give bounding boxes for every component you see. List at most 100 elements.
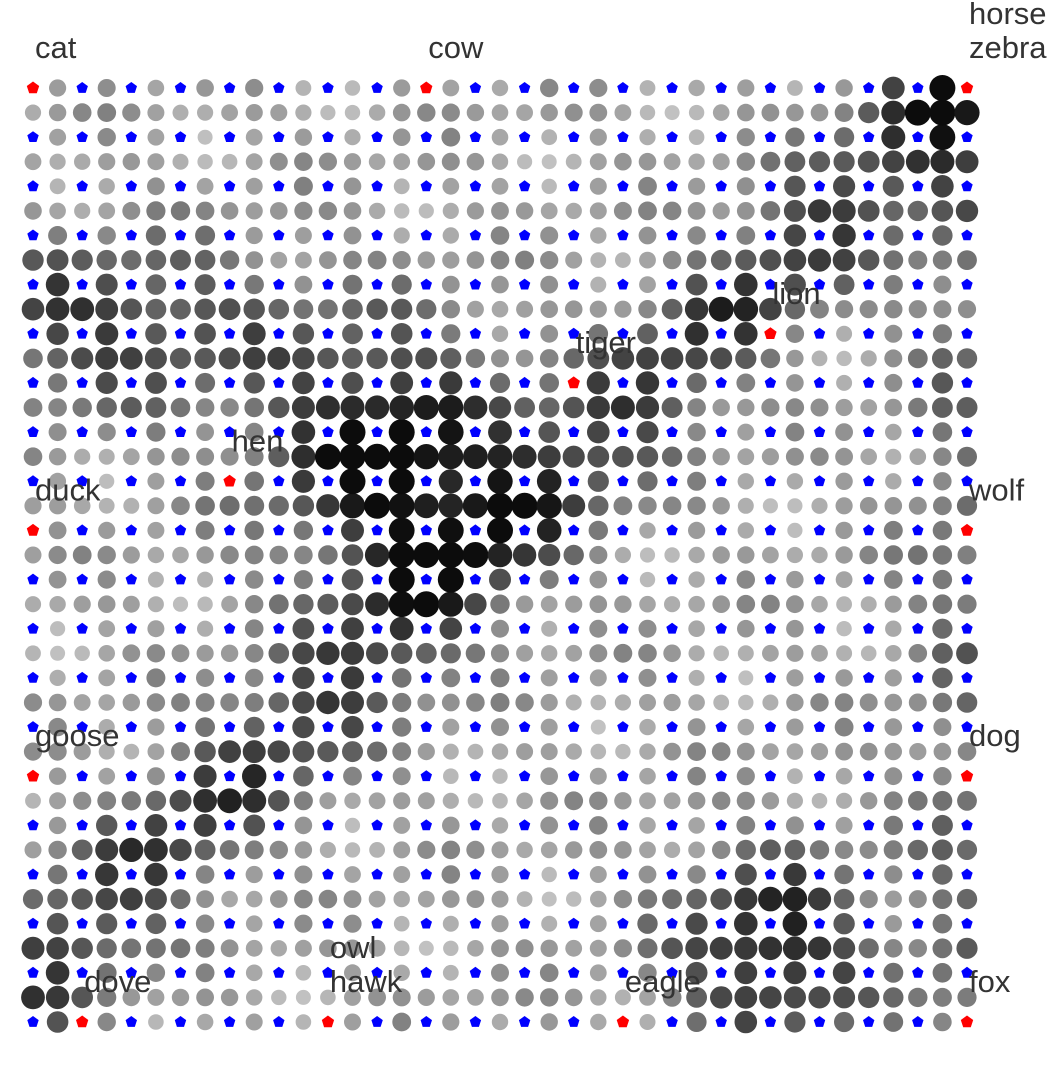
lattice-marker: [961, 671, 973, 683]
u-matrix-cell: [437, 542, 464, 568]
u-matrix-cell: [783, 273, 806, 296]
node-label-cat: cat: [35, 30, 77, 65]
u-matrix-cell: [907, 545, 928, 565]
lattice-marker: [76, 475, 88, 487]
u-matrix-cell: [439, 617, 463, 640]
u-matrix-cell: [956, 495, 978, 516]
u-matrix-cell: [933, 742, 952, 761]
lattice-marker: [322, 524, 334, 536]
u-matrix-cell: [540, 669, 558, 687]
u-matrix-cell: [293, 176, 313, 196]
lattice-marker: [715, 376, 727, 388]
u-matrix-cell: [269, 152, 288, 171]
lattice-marker: [666, 622, 678, 634]
u-matrix-cell: [490, 668, 510, 688]
u-matrix-cell: [638, 152, 657, 171]
u-matrix-cell: [957, 545, 977, 565]
lattice-marker: [322, 82, 334, 93]
lattice-marker: [813, 622, 826, 634]
u-matrix-cell: [688, 571, 705, 588]
lattice-marker: [125, 131, 137, 142]
u-matrix-cell: [589, 595, 608, 613]
lattice-marker: [223, 524, 236, 536]
lattice-marker: [125, 573, 137, 585]
u-matrix-cell: [491, 865, 509, 884]
u-matrix-cell: [636, 347, 659, 370]
u-matrix-cell: [441, 668, 461, 688]
lattice-marker: [617, 426, 629, 437]
lattice-marker: [666, 770, 678, 782]
u-matrix-cell: [810, 743, 829, 761]
u-matrix-cell: [638, 226, 657, 245]
u-matrix-cell: [319, 939, 337, 958]
u-matrix-cell: [97, 545, 116, 565]
lattice-marker: [223, 327, 236, 339]
u-matrix-cell: [413, 591, 440, 618]
lattice-marker: [961, 573, 973, 585]
u-matrix-cell: [710, 249, 732, 271]
u-matrix-cell: [98, 620, 116, 638]
u-matrix-cell: [884, 373, 903, 392]
lattice-marker: [912, 1016, 924, 1027]
lattice-marker: [76, 671, 88, 683]
lattice-marker: [961, 819, 973, 831]
u-matrix-cell: [146, 693, 166, 712]
lattice-marker: [371, 327, 383, 339]
u-matrix-cell: [761, 448, 780, 466]
u-matrix-cell: [785, 422, 805, 442]
u-matrix-cell: [956, 692, 978, 713]
u-matrix-cell: [98, 153, 116, 171]
lattice-marker: [223, 1016, 236, 1027]
u-matrix-cell: [342, 347, 363, 369]
u-matrix-cell: [737, 423, 755, 441]
lattice-marker: [223, 917, 236, 929]
u-matrix-cell: [540, 693, 558, 712]
u-matrix-cell: [537, 445, 561, 469]
u-matrix-cell: [146, 938, 166, 959]
u-matrix-cell: [341, 593, 364, 616]
lattice-marker: [912, 376, 924, 388]
lattice-marker: [27, 327, 39, 339]
u-matrix-cell: [688, 645, 705, 662]
u-matrix-cell: [786, 693, 804, 712]
u-matrix-cell: [785, 398, 805, 417]
lattice-marker: [568, 966, 580, 978]
u-matrix-cell: [784, 175, 806, 197]
node-label-zebra: zebra: [969, 30, 1047, 65]
lattice-markers: [27, 82, 973, 1027]
u-matrix-cell: [687, 447, 706, 467]
u-matrix-cell: [487, 468, 513, 494]
lattice-marker: [764, 229, 777, 241]
u-matrix-cell: [661, 397, 683, 418]
lattice-marker: [174, 917, 187, 929]
u-matrix-cell: [413, 493, 439, 519]
u-matrix-cell: [639, 129, 656, 146]
u-matrix-cell: [415, 347, 438, 370]
lattice-marker: [371, 278, 383, 290]
lattice-marker: [518, 229, 531, 241]
u-matrix-cell: [442, 177, 460, 195]
u-matrix-cell: [636, 446, 659, 468]
u-matrix-cell: [956, 397, 978, 418]
lattice-marker: [420, 819, 432, 831]
lattice-marker: [223, 180, 236, 192]
u-matrix-cell: [883, 225, 904, 246]
u-matrix-cell: [244, 397, 264, 418]
u-matrix-cell: [418, 203, 434, 219]
u-matrix-cell: [25, 645, 41, 662]
u-matrix-cell: [590, 276, 607, 293]
u-matrix-cell: [98, 178, 115, 195]
u-matrix-cell: [516, 300, 534, 318]
u-matrix-cell: [688, 620, 705, 637]
u-matrix-cell: [612, 445, 634, 468]
u-matrix-cell: [811, 595, 828, 613]
u-matrix-cell: [343, 890, 362, 908]
u-matrix-cell: [687, 202, 706, 220]
u-matrix-cell: [319, 251, 337, 269]
u-matrix-cell: [932, 642, 953, 664]
lattice-marker: [666, 327, 678, 339]
u-matrix-cell: [735, 249, 757, 271]
u-matrix-cell: [21, 985, 45, 1010]
u-matrix-cell: [515, 202, 534, 220]
